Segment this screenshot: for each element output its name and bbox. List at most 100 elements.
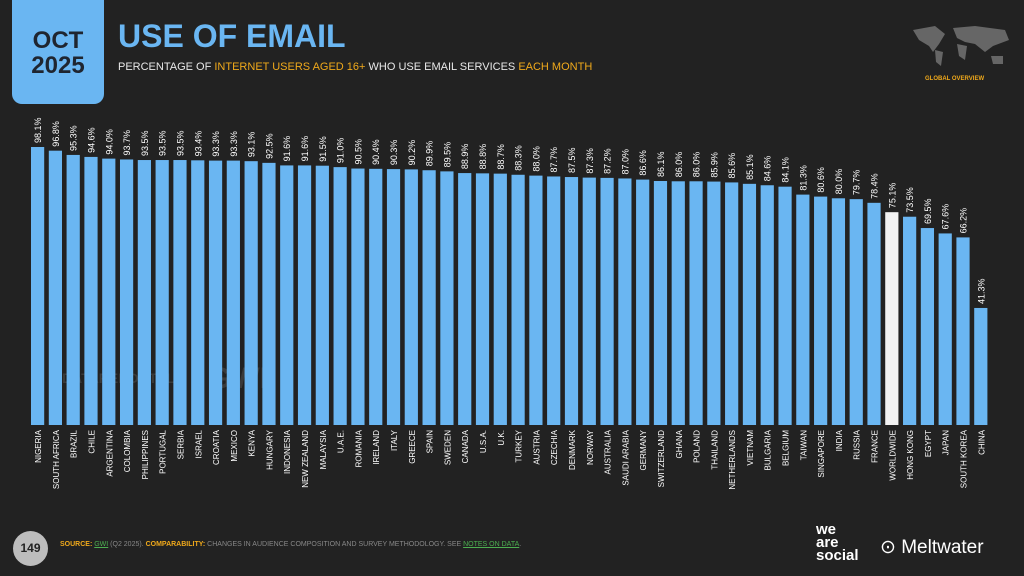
bar <box>440 171 454 425</box>
category-label: SWEDEN <box>443 430 452 465</box>
category-label: PORTUGAL <box>159 429 168 473</box>
data-label: 87.2% <box>603 148 613 174</box>
bar <box>262 162 276 426</box>
date-month: OCT <box>32 27 84 54</box>
source-link[interactable]: GWI <box>94 541 109 548</box>
category-label: CHINA <box>977 429 986 455</box>
bar <box>903 216 917 425</box>
data-label: 89.9% <box>425 141 435 167</box>
data-label: 88.8% <box>478 144 488 170</box>
data-label: 93.1% <box>247 132 257 158</box>
category-label: SPAIN <box>426 430 435 454</box>
category-label: NEW ZEALAND <box>301 430 310 488</box>
bar <box>226 160 240 425</box>
bar <box>547 176 561 425</box>
category-label: NORWAY <box>586 429 595 465</box>
data-label: 84.1% <box>781 157 791 183</box>
category-label: IRELAND <box>372 430 381 465</box>
category-label: CZECHIA <box>550 429 559 465</box>
data-label: 86.0% <box>692 152 702 178</box>
category-label: SERBIA <box>176 429 185 459</box>
bar <box>671 181 685 425</box>
category-label: SOUTH KOREA <box>960 429 969 488</box>
subtitle-highlight: INTERNET USERS AGED 16+ <box>214 61 366 73</box>
world-map-icon <box>913 26 1009 66</box>
bar <box>796 194 810 425</box>
bar <box>297 165 312 425</box>
category-label: VIETNAM <box>746 430 755 466</box>
meltwater-logo: ⊙ Meltwater <box>880 537 984 558</box>
category-label: RUSSIA <box>853 429 862 459</box>
bar <box>369 168 383 425</box>
category-label: SWITZERLAND <box>657 430 666 488</box>
category-label: WORLDWIDE <box>888 430 897 481</box>
category-label: TAIWAN <box>799 430 808 460</box>
category-label: KENYA <box>248 429 257 456</box>
data-label: 93.3% <box>229 131 239 157</box>
category-label: PHILIPPINES <box>141 430 150 479</box>
bar <box>155 160 169 425</box>
data-label: 88.3% <box>514 145 524 171</box>
category-label: GHANA <box>675 429 684 458</box>
data-label: 87.7% <box>549 147 559 173</box>
bar <box>653 181 668 425</box>
bar <box>84 156 98 425</box>
subtitle-part: PERCENTAGE OF <box>118 61 215 73</box>
subtitle-part: WHO USE EMAIL SERVICES <box>365 61 519 73</box>
bar <box>529 175 543 425</box>
category-label: DENMARK <box>568 429 577 470</box>
bar-chart: 98.1% NIGERIA 96.8% SOUTH AFRICA 95.3% BRAZIL… <box>31 117 988 490</box>
bar <box>511 174 525 425</box>
category-label: BELGIUM <box>782 430 791 466</box>
data-label: 93.5% <box>140 131 150 157</box>
data-label: 90.2% <box>407 140 417 166</box>
bar <box>689 181 703 425</box>
page-number: 149 <box>13 531 48 566</box>
bar <box>582 177 596 425</box>
data-label: 89.5% <box>442 142 452 168</box>
bar <box>173 160 187 425</box>
category-label: ISRAEL <box>194 429 203 458</box>
category-label: TURKEY <box>515 429 524 462</box>
bar <box>458 173 472 425</box>
category-label: CROATIA <box>212 429 221 465</box>
we-are-social-logo: we are social <box>816 521 859 564</box>
data-label: 75.1% <box>887 183 897 209</box>
bar <box>404 169 418 425</box>
category-label: POLAND <box>693 430 702 463</box>
date-badge: OCT 2025 <box>12 0 104 104</box>
bar <box>315 165 329 425</box>
data-label: 80.6% <box>816 167 826 193</box>
category-label: COLOMBIA <box>123 429 132 472</box>
bar <box>351 168 365 425</box>
data-label: 85.6% <box>727 153 737 179</box>
bar <box>938 233 952 425</box>
data-label: 92.5% <box>264 133 274 159</box>
bar <box>333 167 347 425</box>
bar <box>564 177 579 425</box>
bar <box>208 160 223 425</box>
category-label: INDIA <box>835 429 844 451</box>
bar <box>885 212 899 425</box>
category-label: CANADA <box>461 429 470 463</box>
subtitle-highlight: EACH MONTH <box>518 61 593 73</box>
bar <box>974 307 988 425</box>
data-label: 81.3% <box>798 165 808 191</box>
bar <box>244 161 258 425</box>
category-label: U.A.E. <box>337 430 346 453</box>
comparability-label: COMPARABILITY: <box>145 541 206 548</box>
bar <box>493 173 507 425</box>
category-label: EGYPT <box>924 430 933 457</box>
data-label: 86.0% <box>674 152 684 178</box>
region-label: GLOBAL OVERVIEW <box>925 76 985 82</box>
date-year: 2025 <box>31 52 85 79</box>
data-label: 90.5% <box>353 139 363 165</box>
data-label: 91.0% <box>336 138 346 164</box>
meltwater-text: Meltwater <box>901 537 984 558</box>
data-label: 85.9% <box>709 152 719 178</box>
category-label: MALAYSIA <box>319 429 328 469</box>
comparability-text: CHANGES IN AUDIENCE COMPOSITION AND SURV… <box>205 541 464 548</box>
notes-link[interactable]: NOTES ON DATA <box>463 541 520 548</box>
bar <box>707 181 721 425</box>
data-label: 94.6% <box>86 127 96 153</box>
